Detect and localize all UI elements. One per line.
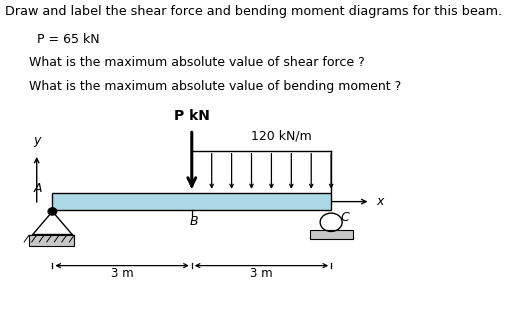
Bar [310,230,352,239]
Text: 3 m: 3 m [250,267,273,280]
Text: What is the maximum absolute value of shear force ?: What is the maximum absolute value of sh… [29,56,365,69]
Bar [53,193,331,210]
Text: What is the maximum absolute value of bending moment ?: What is the maximum absolute value of be… [29,80,401,93]
Text: x: x [376,195,384,208]
Circle shape [48,208,57,215]
Text: y: y [33,134,40,147]
Text: 3 m: 3 m [111,267,133,280]
Text: P = 65 kN: P = 65 kN [37,32,99,46]
Text: 120 kN/m: 120 kN/m [250,129,312,143]
Text: C: C [341,211,349,223]
Text: P kN: P kN [174,109,210,123]
Text: B: B [189,215,198,228]
Text: Draw and label the shear force and bending moment diagrams for this beam.: Draw and label the shear force and bendi… [6,5,502,18]
Text: A: A [34,182,42,195]
Bar [29,235,74,246]
